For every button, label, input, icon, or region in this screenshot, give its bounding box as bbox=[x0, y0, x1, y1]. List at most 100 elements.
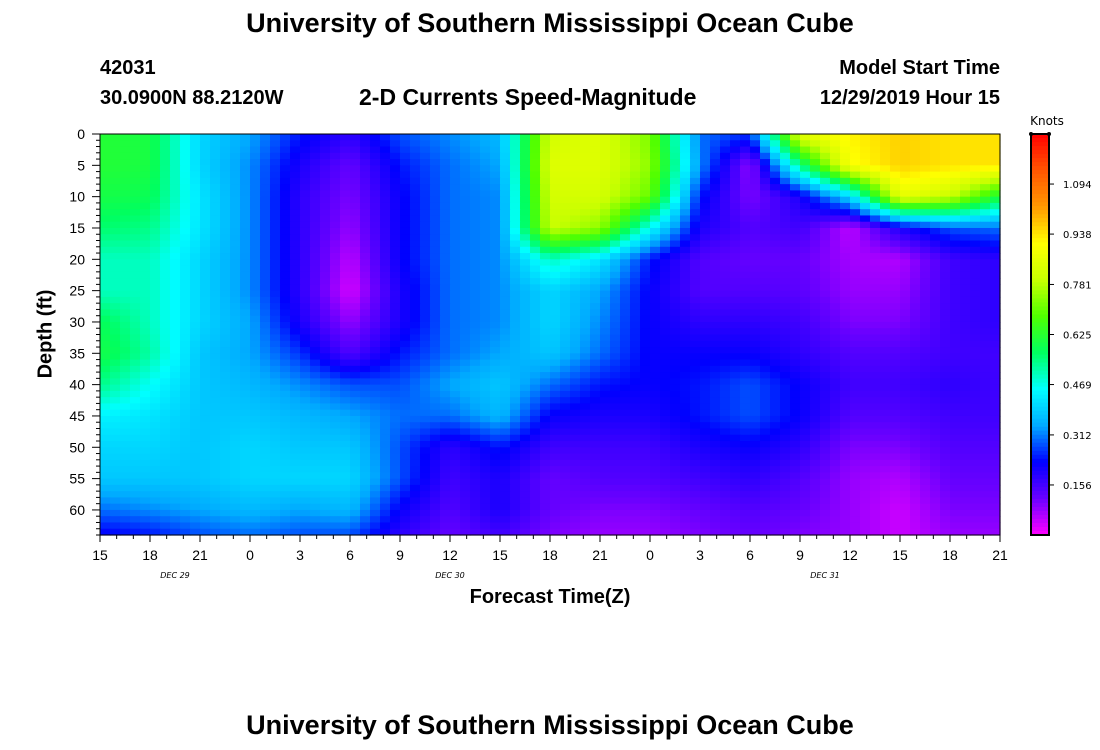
heatmap-cell bbox=[240, 140, 251, 148]
heatmap-cell bbox=[530, 309, 541, 317]
heatmap-cell bbox=[150, 378, 161, 386]
heatmap-cell bbox=[540, 134, 551, 141]
heatmap-cell bbox=[120, 246, 131, 254]
heatmap-cell bbox=[790, 453, 801, 461]
heatmap-cell bbox=[320, 296, 331, 304]
heatmap-cell bbox=[210, 428, 221, 436]
heatmap-cell bbox=[360, 265, 371, 273]
heatmap-cell bbox=[880, 196, 891, 204]
heatmap-cell bbox=[940, 415, 951, 423]
heatmap-cell bbox=[400, 134, 411, 141]
heatmap-cell bbox=[520, 340, 531, 348]
heatmap-cell bbox=[640, 134, 651, 141]
heatmap-cell bbox=[810, 390, 821, 398]
heatmap-cell bbox=[160, 384, 171, 392]
heatmap-cell bbox=[190, 353, 201, 361]
heatmap-cell bbox=[860, 240, 871, 248]
heatmap-cell bbox=[780, 234, 791, 242]
heatmap-cell bbox=[580, 177, 591, 185]
heatmap-cell bbox=[510, 459, 521, 467]
heatmap-cell bbox=[760, 472, 771, 480]
heatmap-cell bbox=[630, 202, 641, 210]
heatmap-cell bbox=[180, 209, 191, 217]
heatmap-cell bbox=[650, 259, 661, 267]
heatmap-cell bbox=[350, 290, 361, 298]
heatmap-cell bbox=[840, 378, 851, 386]
heatmap-cell bbox=[450, 209, 461, 217]
heatmap-cell bbox=[500, 221, 511, 229]
heatmap-cell bbox=[570, 259, 581, 267]
heatmap-cell bbox=[150, 271, 161, 279]
heatmap-cell bbox=[490, 271, 501, 279]
heatmap-cell bbox=[930, 459, 941, 467]
heatmap-cell bbox=[860, 428, 871, 436]
heatmap-cell bbox=[130, 253, 141, 260]
heatmap-cell bbox=[190, 328, 201, 336]
heatmap-cell bbox=[610, 259, 621, 267]
heatmap-cell bbox=[700, 466, 711, 473]
heatmap-cell bbox=[310, 459, 321, 467]
heatmap-cell bbox=[550, 171, 561, 179]
heatmap-cell bbox=[110, 365, 121, 373]
heatmap-cell bbox=[570, 340, 581, 348]
heatmap-cell bbox=[810, 152, 821, 160]
heatmap-cell bbox=[380, 140, 391, 148]
heatmap-cell bbox=[990, 422, 1001, 430]
heatmap-cell bbox=[950, 340, 961, 348]
heatmap-cell bbox=[970, 152, 981, 160]
heatmap-cell bbox=[540, 353, 551, 361]
heatmap-cell bbox=[150, 347, 161, 354]
heatmap-cell bbox=[410, 428, 421, 436]
heatmap-cell bbox=[230, 453, 241, 461]
heatmap-cell bbox=[520, 434, 531, 442]
heatmap-cell bbox=[610, 253, 621, 260]
heatmap-cell bbox=[740, 303, 751, 311]
heatmap-cell bbox=[920, 278, 931, 285]
heatmap-cell bbox=[330, 234, 341, 242]
heatmap-cell bbox=[320, 321, 331, 329]
heatmap-cell bbox=[950, 472, 961, 480]
heatmap-cell bbox=[660, 177, 671, 185]
heatmap-cell bbox=[900, 265, 911, 273]
heatmap-cell bbox=[480, 434, 491, 442]
heatmap-cell bbox=[230, 478, 241, 486]
heatmap-cell bbox=[910, 340, 921, 348]
heatmap-cell bbox=[320, 466, 331, 473]
heatmap-cell bbox=[180, 159, 191, 166]
heatmap-cell bbox=[870, 171, 881, 179]
heatmap-cell bbox=[440, 334, 451, 342]
heatmap-cell bbox=[690, 365, 701, 373]
heatmap-cell bbox=[760, 384, 771, 392]
heatmap-cell bbox=[600, 152, 611, 160]
heatmap-cell bbox=[450, 259, 461, 267]
heatmap-cell bbox=[670, 384, 681, 392]
heatmap-cell bbox=[440, 303, 451, 311]
heatmap-cell bbox=[530, 165, 541, 173]
heatmap-cell bbox=[280, 140, 291, 148]
heatmap-cell bbox=[520, 309, 531, 317]
heatmap-cell bbox=[740, 378, 751, 386]
heatmap-cell bbox=[270, 190, 281, 198]
heatmap-cell bbox=[900, 447, 911, 455]
heatmap-cell bbox=[850, 246, 861, 254]
heatmap-cell bbox=[660, 152, 671, 160]
heatmap-cell bbox=[560, 466, 571, 473]
heatmap-cell bbox=[830, 159, 841, 166]
heatmap-cell bbox=[300, 378, 311, 386]
heatmap-cell bbox=[160, 397, 171, 405]
heatmap-cell bbox=[530, 409, 541, 417]
heatmap-cell bbox=[570, 196, 581, 204]
heatmap-cell bbox=[160, 303, 171, 311]
heatmap-cell bbox=[280, 415, 291, 423]
heatmap-cell bbox=[380, 159, 391, 166]
heatmap-cell bbox=[180, 409, 191, 417]
heatmap-cell bbox=[700, 459, 711, 467]
heatmap-cell bbox=[150, 390, 161, 398]
heatmap-cell bbox=[540, 202, 551, 210]
heatmap-cell bbox=[770, 165, 781, 173]
heatmap-cell bbox=[640, 240, 651, 248]
heatmap-cell bbox=[160, 234, 171, 242]
heatmap-cell bbox=[120, 478, 131, 486]
heatmap-cell bbox=[100, 390, 111, 398]
heatmap-cell bbox=[830, 409, 841, 417]
